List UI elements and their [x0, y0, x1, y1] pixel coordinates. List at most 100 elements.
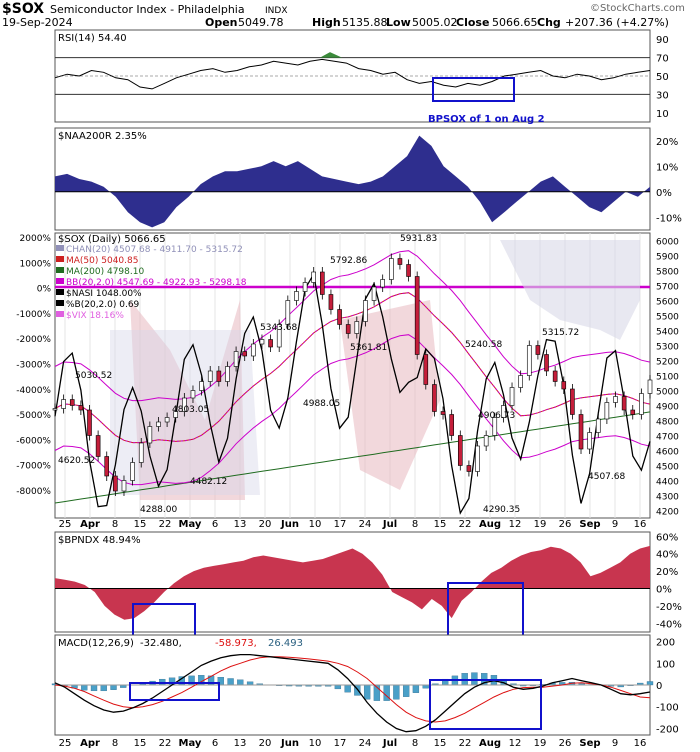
price-candle-body	[95, 435, 101, 457]
price-level-label: 5030.52	[75, 371, 112, 381]
macd-x-tick-label: 12	[509, 738, 522, 748]
macd-title-part: -58.973,	[215, 638, 257, 649]
brand-watermark: ©StockCharts.com	[590, 3, 685, 14]
open-value: 5049.78	[238, 16, 284, 29]
macd-x-tick-label: Jun	[280, 738, 299, 748]
ma200-line	[54, 411, 651, 504]
price-candle-body	[328, 294, 334, 310]
price-candle-body	[259, 339, 265, 345]
price-left-tick-label: -5000%	[16, 411, 51, 421]
close-label: Close	[456, 16, 489, 29]
price-right-tick-label: 6000	[656, 238, 679, 248]
bpndx-tick-label: 40%	[656, 550, 678, 561]
macd-tick-label: -200	[656, 724, 679, 735]
macd-x-tick-label: 22	[159, 738, 172, 748]
price-level-label: 5361.81	[350, 343, 387, 353]
price-level-label: 4507.68	[588, 472, 625, 482]
macd-tick-label: 100	[656, 659, 675, 670]
price-candle-body	[225, 366, 230, 382]
macd-x-tick-label: 8	[412, 738, 418, 748]
price-level-label: 5931.83	[400, 234, 437, 244]
price-candle-body	[621, 396, 627, 411]
price-right-tick-label: 5500	[656, 313, 679, 323]
price-candle-body	[173, 411, 179, 418]
macd-highlight-box-1	[129, 682, 220, 701]
price-right-tick-label: 5300	[656, 343, 679, 353]
price-candle-body	[397, 258, 403, 265]
price-candle-body	[371, 286, 377, 301]
macd-tick-label: 0	[656, 681, 662, 692]
macd-x-tick-label: 20	[259, 738, 272, 748]
price-x-tick-label: 10	[309, 519, 322, 530]
price-candle-body	[639, 393, 644, 415]
price-level-label: 5343.68	[260, 323, 297, 333]
price-x-tick-label: 20	[259, 519, 272, 530]
price-candle-body	[613, 396, 618, 403]
price-candle-body	[233, 351, 239, 367]
rsi-tick-label: 70	[656, 54, 669, 65]
price-level-label: 4803.05	[172, 405, 209, 415]
price-candle-body	[78, 405, 84, 411]
price-x-tick-label: Apr	[80, 519, 100, 530]
price-x-tick-label: Sep	[579, 519, 600, 530]
price-x-tick-label: Jul	[382, 519, 397, 530]
breadth-tick-label: 20%	[656, 137, 678, 148]
macd-histogram-bar	[90, 684, 98, 692]
price-candle-body	[380, 279, 385, 288]
low-value: 5005.02	[412, 16, 458, 29]
macd-x-tick-label: 10	[309, 738, 322, 748]
price-level-label: 4482.12	[190, 477, 227, 487]
price-candle-body	[69, 399, 75, 406]
macd-x-tick-label: May	[179, 738, 202, 748]
price-candle-body	[457, 435, 463, 466]
price-candle-body	[544, 354, 549, 372]
bpndx-tick-label: -40%	[656, 619, 682, 630]
breadth-area	[55, 135, 650, 228]
price-candle-body	[164, 417, 170, 423]
price-candle-body	[199, 381, 204, 391]
price-legend-swatch	[56, 278, 64, 284]
price-left-tick-label: -1000%	[16, 310, 51, 320]
macd-x-tick-label: 8	[112, 738, 118, 748]
price-right-tick-label: 5000	[656, 388, 679, 398]
macd-tick-label: 200	[656, 638, 675, 649]
macd-x-tick-label: 19	[534, 738, 547, 748]
rsi-tick-label: 90	[656, 35, 669, 46]
price-legend-item: CHAN(20) 4507.68 - 4911.70 - 5315.72	[66, 245, 243, 255]
open-label: Open	[205, 16, 238, 29]
price-candle-body	[216, 370, 222, 382]
price-candle-body	[466, 465, 472, 472]
price-x-tick-label: 6	[212, 519, 218, 530]
price-x-tick-label: 25	[59, 519, 72, 530]
price-x-tick-label: 15	[434, 519, 447, 530]
price-legend-swatch	[56, 311, 64, 317]
macd-x-tick-label: 6	[212, 738, 218, 748]
price-candle-body	[552, 370, 558, 382]
macd-x-tick-label: 22	[459, 738, 472, 748]
price-candle-body	[320, 271, 325, 295]
chan-grey-area	[500, 240, 640, 340]
rsi-line	[54, 58, 651, 90]
price-x-tick-label: 9	[612, 519, 618, 530]
price-right-tick-label: 4300	[656, 493, 679, 503]
macd-histogram-bar	[237, 679, 244, 686]
price-candle-body	[423, 354, 429, 385]
price-candle-body	[147, 426, 153, 444]
rsi-annotation-box	[432, 77, 515, 102]
price-right-tick-label: 4200	[656, 508, 679, 518]
price-x-tick-label: 13	[234, 519, 247, 530]
bpndx-tick-label: 60%	[656, 532, 678, 543]
bpndx-tick-label: 20%	[656, 567, 678, 578]
bpndx-tick-label: 0%	[656, 585, 672, 596]
bpndx-title: $BPNDX 48.94%	[58, 535, 141, 546]
price-title: $SOX (Daily) 5066.65	[58, 234, 166, 245]
price-level-label: 4288.00	[140, 505, 177, 515]
price-level-label: 4290.35	[483, 505, 520, 515]
macd-histogram-bar	[81, 684, 88, 691]
macd-x-tick-label: Jul	[382, 738, 397, 748]
macd-x-tick-label: 17	[334, 738, 347, 748]
macd-signal-line	[54, 656, 651, 723]
price-x-tick-label: 15	[134, 519, 147, 530]
rsi-tick-label: 30	[656, 90, 669, 101]
chg-label: Chg	[537, 16, 561, 29]
